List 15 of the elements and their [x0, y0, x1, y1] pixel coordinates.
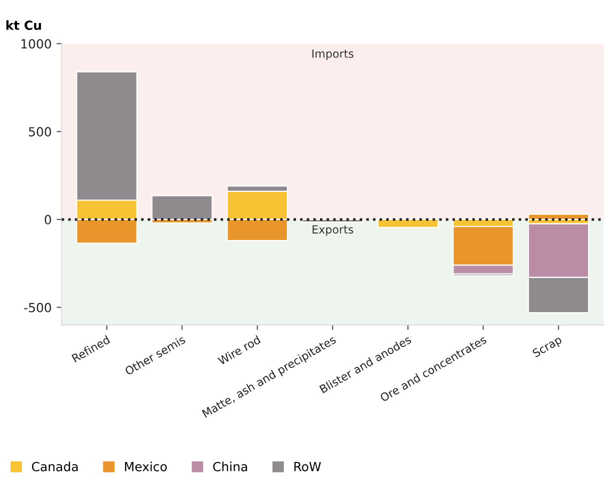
bar: [151, 195, 213, 220]
band-label: Exports: [312, 225, 354, 236]
legend-label: RoW: [294, 462, 321, 472]
x-tick-label: Wire rod: [217, 335, 261, 366]
legend-label: Canada: [32, 462, 78, 472]
bar: [377, 218, 439, 228]
band-label: Imports: [312, 50, 354, 60]
y-axis-title: kt Cu: [6, 20, 41, 30]
bar: [528, 214, 590, 220]
y-tick-label: 500: [28, 127, 52, 136]
y-tick-label: -500: [24, 302, 52, 312]
y-tick-label: 1000: [21, 39, 52, 49]
legend-label: China: [213, 462, 248, 472]
legend-label: Mexico: [125, 462, 167, 472]
y-tick-label: 0: [44, 214, 52, 224]
